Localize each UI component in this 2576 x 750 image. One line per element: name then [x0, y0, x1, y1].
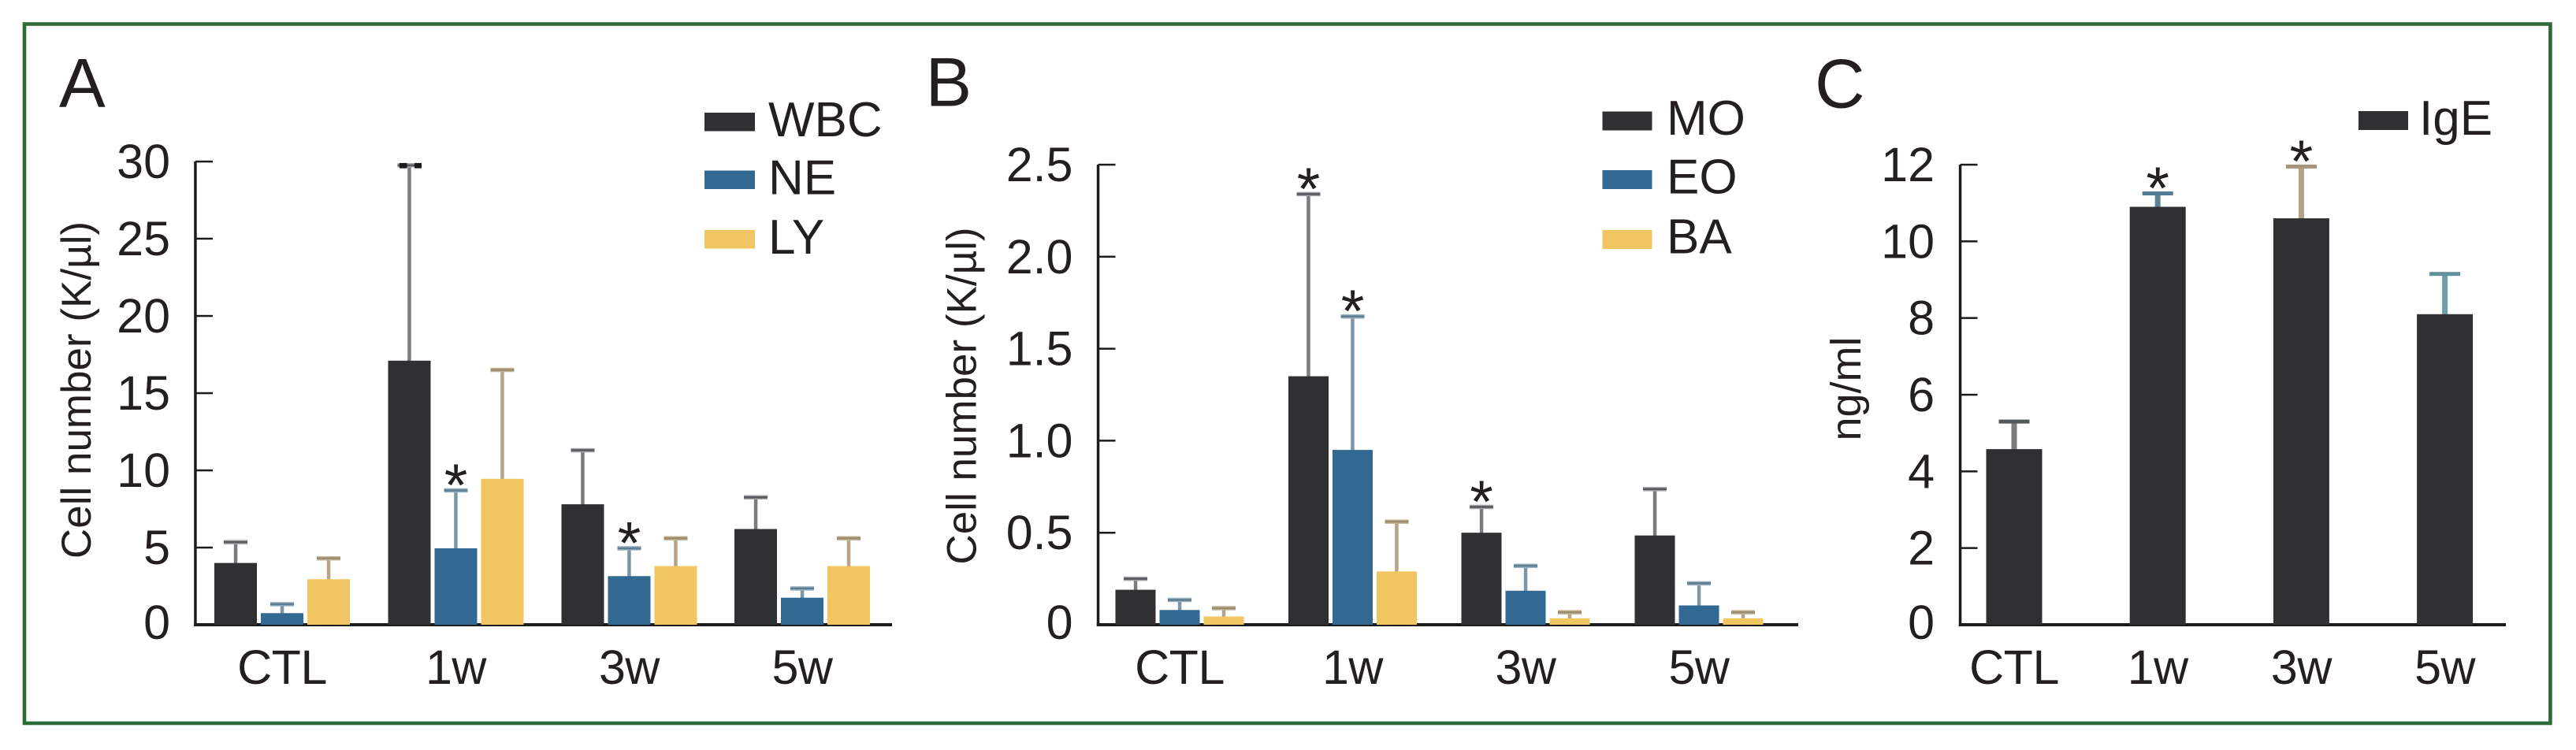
- svg-text:5w: 5w: [2414, 640, 2476, 694]
- svg-text:C: C: [1815, 45, 1865, 123]
- svg-text:Cell number (K/µl): Cell number (K/µl): [54, 221, 100, 559]
- svg-text:25: 25: [117, 212, 170, 265]
- svg-text:1.5: 1.5: [1006, 322, 1073, 376]
- svg-text:IgE: IgE: [2419, 91, 2492, 146]
- svg-text:CTL: CTL: [1135, 640, 1225, 694]
- svg-text:6: 6: [1908, 368, 1935, 421]
- svg-text:ng/ml: ng/ml: [1823, 336, 1870, 440]
- svg-text:5w: 5w: [1669, 640, 1730, 694]
- svg-text:*: *: [444, 452, 468, 519]
- svg-text:*: *: [1341, 278, 1365, 345]
- svg-text:5w: 5w: [772, 640, 834, 694]
- svg-text:1w: 1w: [426, 640, 487, 694]
- svg-text:10: 10: [1881, 214, 1935, 268]
- svg-text:*: *: [1297, 156, 1321, 223]
- svg-text:*: *: [618, 511, 641, 577]
- svg-text:WBC: WBC: [768, 93, 883, 147]
- svg-text:BA: BA: [1667, 210, 1732, 265]
- svg-text:8: 8: [1908, 291, 1935, 345]
- svg-text:3w: 3w: [2271, 640, 2333, 694]
- svg-text:5: 5: [143, 521, 170, 574]
- svg-text:0: 0: [143, 596, 170, 649]
- svg-text:LY: LY: [768, 210, 824, 265]
- svg-text:4: 4: [1908, 444, 1935, 498]
- svg-text:2.5: 2.5: [1006, 138, 1073, 191]
- svg-text:Cell number (K/µl): Cell number (K/µl): [939, 227, 986, 564]
- svg-text:15: 15: [117, 366, 170, 420]
- svg-text:0.5: 0.5: [1006, 506, 1073, 559]
- svg-text:*: *: [2290, 128, 2314, 195]
- svg-text:0: 0: [1908, 596, 1935, 649]
- svg-text:A: A: [59, 44, 106, 122]
- svg-text:1w: 1w: [2128, 640, 2189, 694]
- svg-text:CTL: CTL: [237, 640, 327, 694]
- svg-text:EO: EO: [1667, 150, 1738, 205]
- svg-text:2.0: 2.0: [1006, 230, 1073, 284]
- svg-text:3w: 3w: [599, 640, 660, 694]
- svg-text:1.0: 1.0: [1006, 414, 1073, 467]
- svg-text:30: 30: [117, 135, 170, 188]
- svg-text:B: B: [926, 43, 972, 121]
- svg-text:CTL: CTL: [1969, 640, 2059, 694]
- svg-text:12: 12: [1881, 138, 1935, 191]
- svg-text:10: 10: [117, 444, 170, 497]
- svg-text:*: *: [2146, 155, 2169, 222]
- svg-text:3w: 3w: [1496, 640, 1557, 694]
- svg-text:20: 20: [117, 289, 170, 343]
- svg-text:1w: 1w: [1322, 640, 1384, 694]
- svg-text:2: 2: [1908, 522, 1935, 575]
- svg-text:NE: NE: [768, 151, 836, 206]
- svg-text:0: 0: [1046, 596, 1073, 649]
- svg-text:*: *: [1470, 469, 1493, 536]
- svg-text:MO: MO: [1667, 91, 1745, 146]
